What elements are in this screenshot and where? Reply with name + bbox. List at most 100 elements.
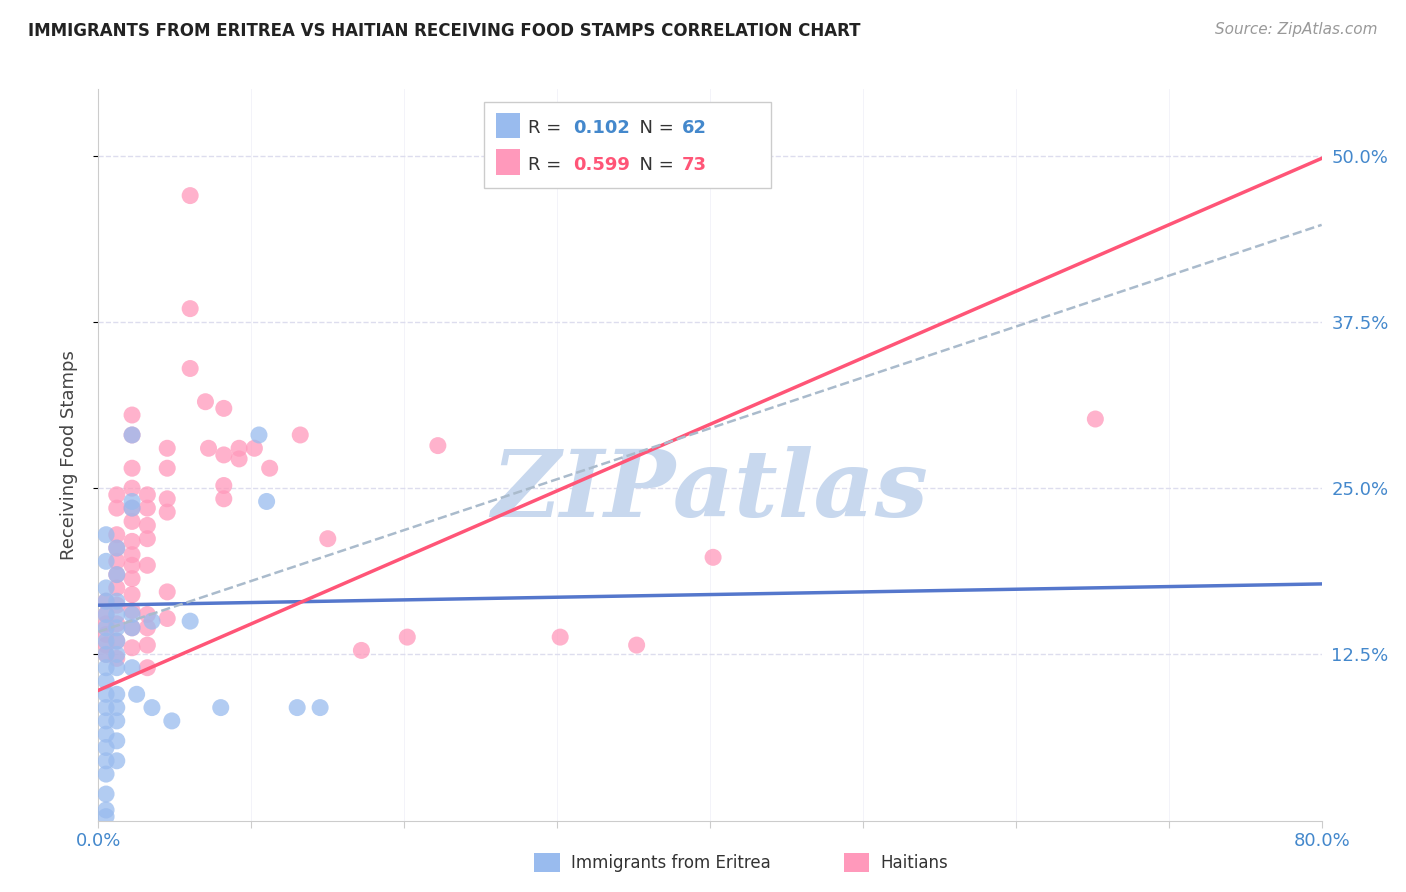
Point (209, 700, 232, 714)
Point (121, 621, 143, 635)
Text: 0.599: 0.599 (574, 155, 630, 174)
Point (121, 661, 143, 675)
Point (256, 494, 278, 508)
Point (105, 700, 128, 714)
Point (121, 621, 143, 635)
Point (94, 607, 117, 622)
Point (105, 501, 128, 516)
Point (136, 607, 159, 622)
Point (121, 607, 143, 622)
Point (156, 611, 179, 625)
FancyBboxPatch shape (496, 149, 520, 175)
Point (121, 558, 143, 573)
Point (94, 527, 117, 541)
Point (179, 301, 201, 316)
Point (94, 673, 117, 688)
Y-axis label: Receiving Food Stamps: Receiving Food Stamps (59, 350, 77, 560)
Point (105, 488, 128, 502)
Point (121, 603, 143, 617)
Point (94, 581, 117, 595)
Point (160, 714, 183, 728)
Text: 0.102: 0.102 (574, 119, 630, 137)
Point (179, 188, 201, 202)
Point (94, 627, 117, 641)
Point (259, 461, 281, 475)
Point (350, 643, 373, 657)
Point (94, 687, 117, 701)
Point (94, 594, 117, 608)
Point (125, 687, 148, 701)
Point (247, 428, 270, 442)
Point (212, 491, 235, 506)
Point (94, 638, 117, 652)
Point (94, 810, 117, 824)
Point (121, 548, 143, 562)
Point (94, 554, 117, 568)
Point (105, 651, 128, 665)
Point (285, 700, 308, 714)
Point (179, 614, 201, 628)
Point (136, 661, 159, 675)
Point (309, 700, 332, 714)
Point (548, 630, 571, 644)
Text: R =: R = (527, 155, 567, 174)
Point (94, 661, 117, 675)
Point (121, 428, 143, 442)
Point (105, 594, 128, 608)
Point (121, 515, 143, 529)
Point (212, 401, 235, 416)
Point (136, 518, 159, 533)
Point (94, 621, 117, 635)
Point (228, 442, 250, 456)
Point (141, 700, 163, 714)
Point (94, 648, 117, 662)
Point (212, 478, 235, 492)
Point (105, 661, 128, 675)
Text: 73: 73 (682, 155, 707, 174)
Point (396, 630, 419, 644)
Point (136, 488, 159, 502)
Point (121, 494, 143, 508)
Point (105, 581, 128, 595)
Text: N =: N = (628, 155, 679, 174)
Point (105, 687, 128, 701)
Point (121, 461, 143, 475)
Point (94, 714, 117, 728)
Point (1084, 412, 1107, 426)
Point (94, 700, 117, 714)
Point (136, 638, 159, 652)
Point (105, 634, 128, 648)
Point (94, 648, 117, 662)
Text: N =: N = (628, 119, 679, 137)
Point (94, 616, 117, 631)
FancyBboxPatch shape (484, 102, 772, 188)
Point (105, 554, 128, 568)
Point (121, 501, 143, 516)
Point (105, 541, 128, 555)
Point (136, 532, 159, 546)
Point (105, 616, 128, 631)
Point (212, 448, 235, 462)
Point (426, 439, 449, 453)
Point (105, 714, 128, 728)
Text: Source: ZipAtlas.com: Source: ZipAtlas.com (1215, 22, 1378, 37)
Point (290, 428, 312, 442)
Point (136, 501, 159, 516)
Text: IMMIGRANTS FROM ERITREA VS HAITIAN RECEIVING FOOD STAMPS CORRELATION CHART: IMMIGRANTS FROM ERITREA VS HAITIAN RECEI… (28, 22, 860, 40)
Point (94, 727, 117, 741)
Point (156, 461, 179, 475)
Point (136, 558, 159, 573)
Text: ZIPatlas: ZIPatlas (492, 447, 928, 536)
Point (121, 588, 143, 602)
Text: Immigrants from Eritrea: Immigrants from Eritrea (571, 854, 770, 871)
Point (105, 621, 128, 635)
Point (228, 451, 250, 466)
Point (702, 550, 724, 565)
Text: 62: 62 (682, 119, 707, 137)
Point (105, 567, 128, 582)
Point (626, 638, 648, 652)
Point (105, 754, 128, 768)
Point (243, 442, 266, 456)
Point (121, 572, 143, 586)
Point (121, 408, 143, 422)
